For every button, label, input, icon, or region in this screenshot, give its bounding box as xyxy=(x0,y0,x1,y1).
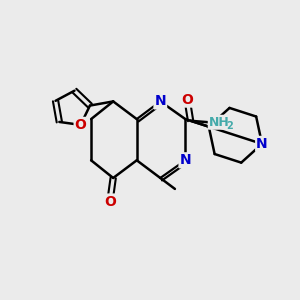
Text: 2: 2 xyxy=(226,121,233,131)
Text: N: N xyxy=(179,153,191,167)
Text: NH: NH xyxy=(209,116,230,129)
Text: O: O xyxy=(104,194,116,208)
Text: N: N xyxy=(154,94,166,108)
Text: O: O xyxy=(182,93,194,106)
Text: O: O xyxy=(75,118,86,132)
Text: N: N xyxy=(256,137,268,151)
